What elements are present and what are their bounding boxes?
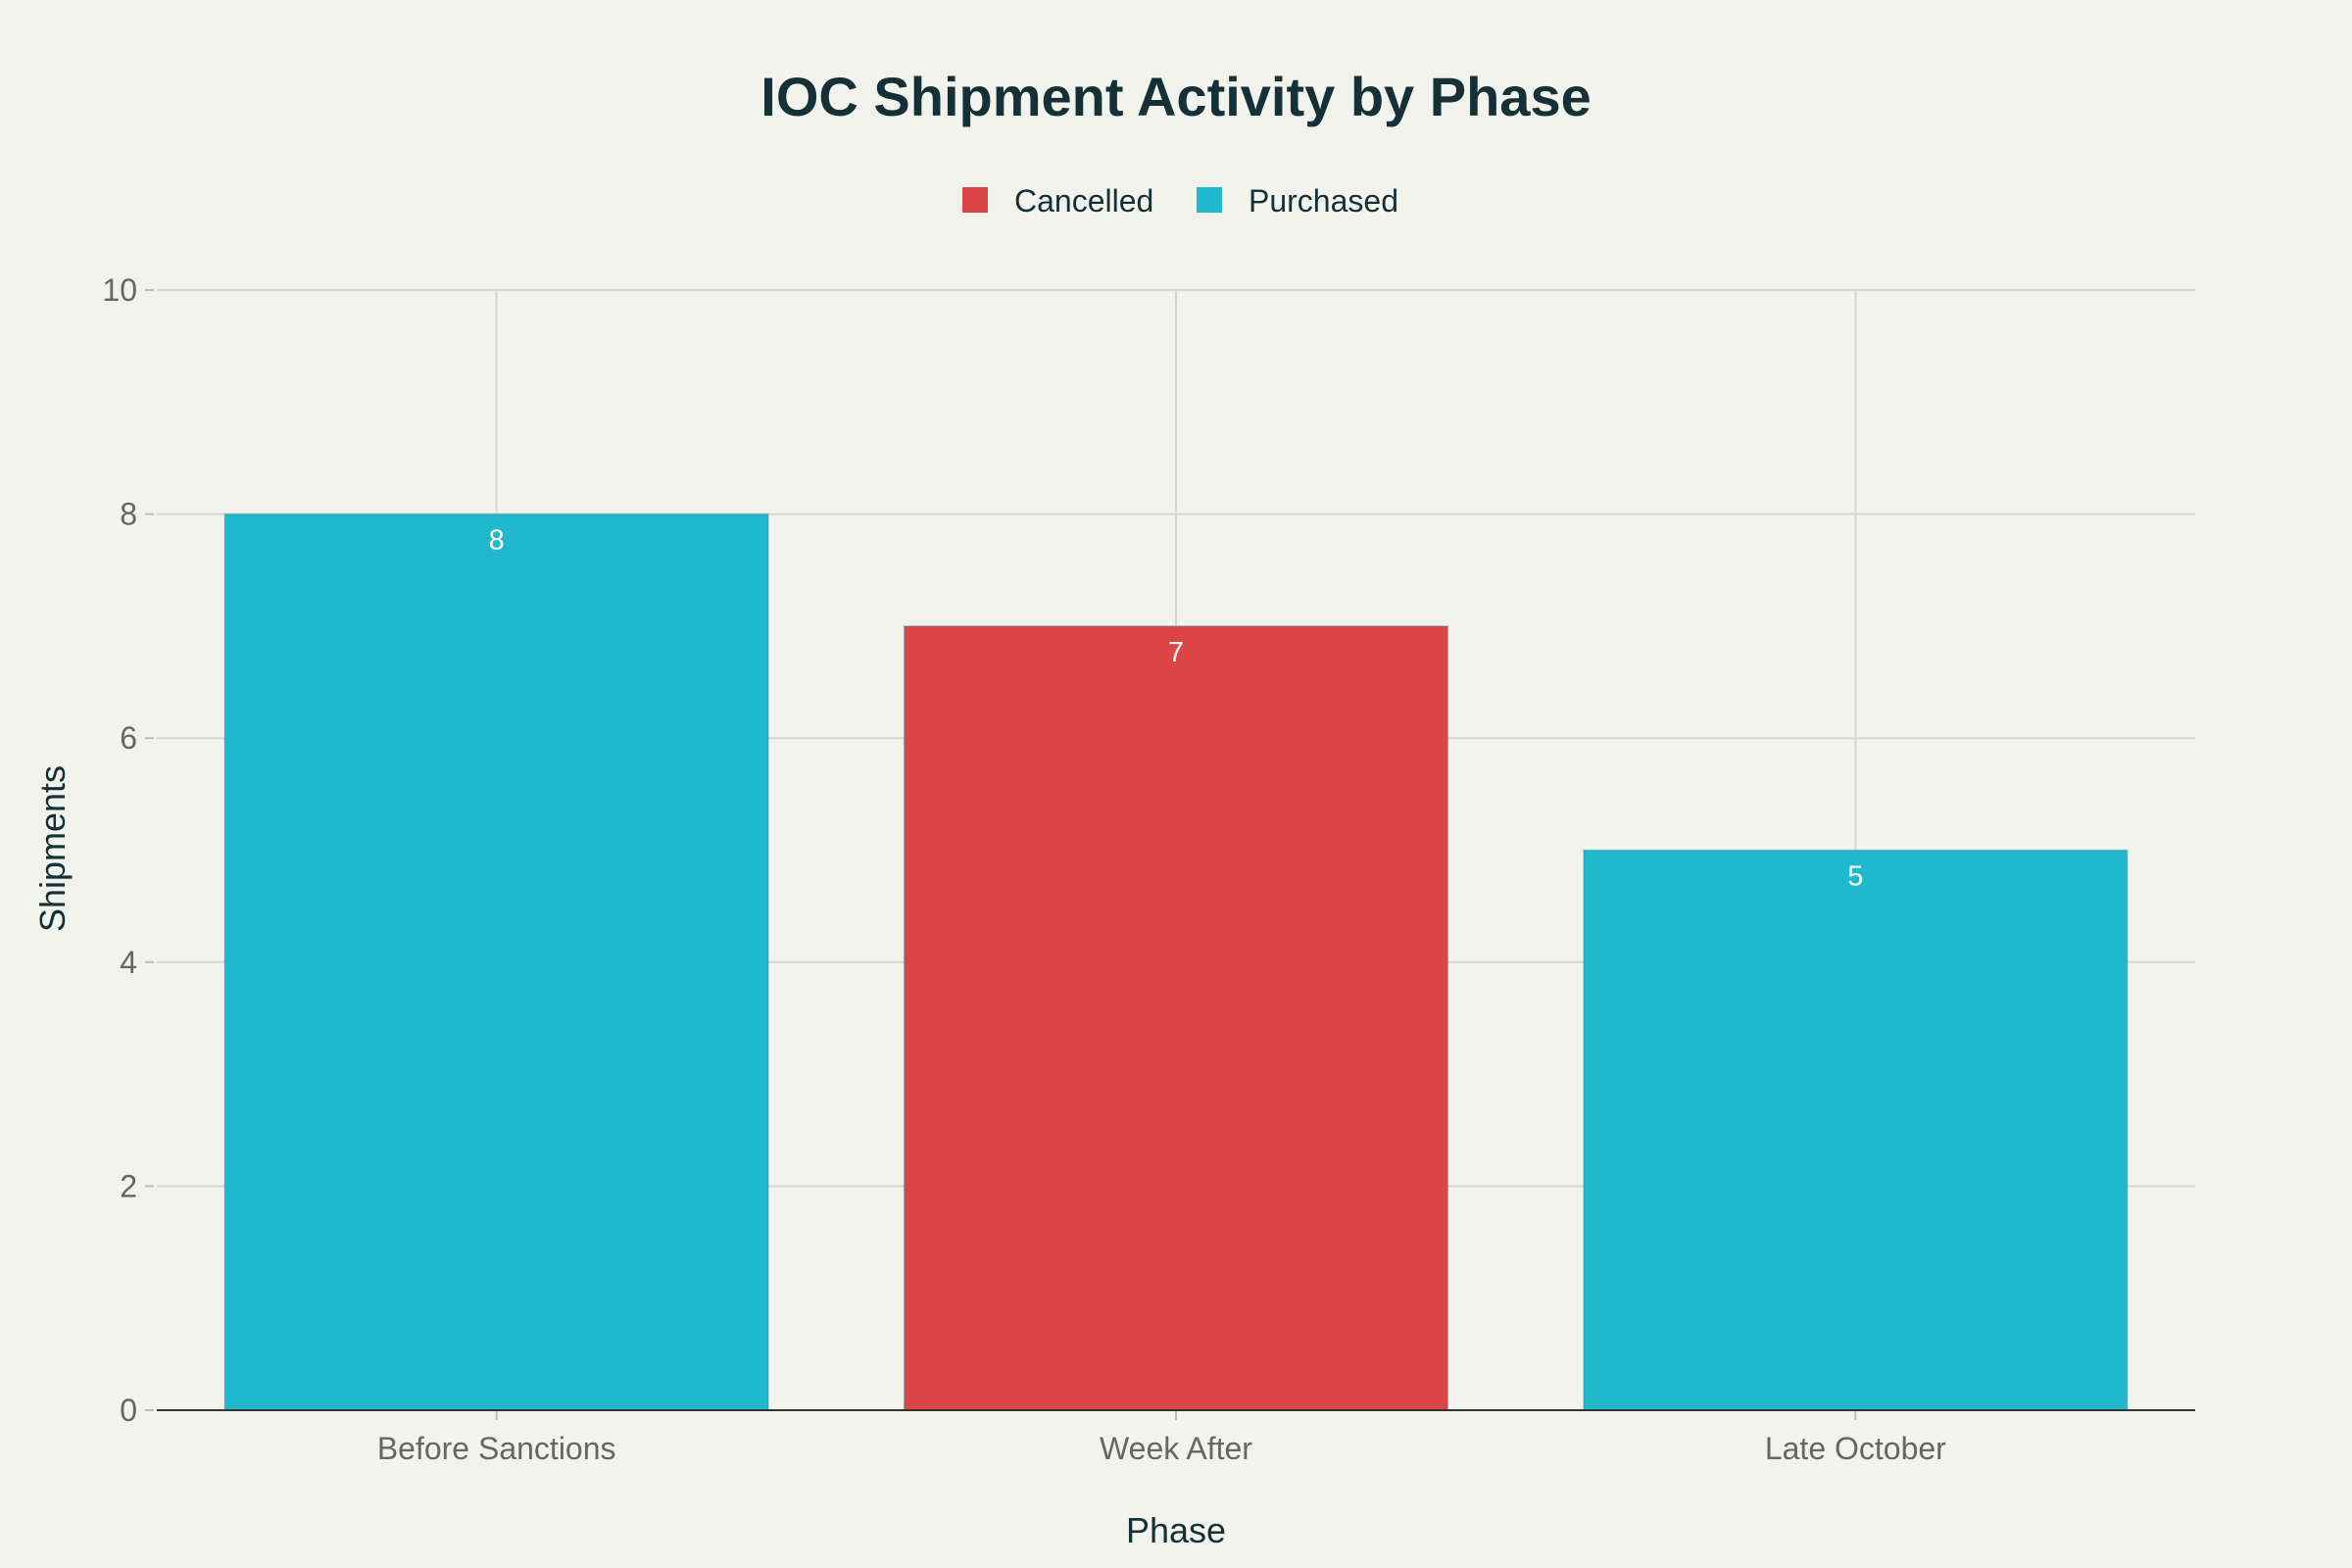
legend-label-cancelled[interactable]: Cancelled — [1014, 183, 1153, 219]
y-tick-label: 0 — [120, 1393, 137, 1428]
bar-week-after — [903, 625, 1449, 1411]
y-tick-label: 4 — [120, 945, 137, 980]
bar-late-october — [1583, 849, 2129, 1411]
y-axis-title: Shipments — [32, 765, 73, 932]
bar-value-label: 8 — [489, 525, 505, 557]
legend-label-purchased[interactable]: Purchased — [1249, 183, 1398, 219]
legend-swatch-cancelled — [962, 187, 988, 213]
bars-layer: 8 7 5 — [223, 513, 2129, 1411]
bar-before-sanctions — [223, 513, 769, 1411]
bar-value-label: 7 — [1168, 637, 1184, 668]
y-tick-label: 10 — [102, 272, 137, 308]
x-tick-label: Late October — [1765, 1431, 1946, 1466]
x-axis-title: Phase — [1126, 1510, 1226, 1550]
y-tick-label: 8 — [120, 497, 137, 532]
y-tick-label: 6 — [120, 720, 137, 756]
y-tick-label: 2 — [120, 1168, 137, 1203]
x-tick-label: Week After — [1100, 1431, 1252, 1466]
legend[interactable]: Cancelled Purchased — [962, 183, 1398, 219]
chart-title: IOC Shipment Activity by Phase — [760, 66, 1591, 127]
legend-swatch-purchased — [1197, 187, 1222, 213]
x-tick-label: Before Sanctions — [377, 1431, 616, 1466]
axes-layer: 0 2 4 6 8 10 Before Sanctions Week After Late Oc… — [102, 272, 2195, 1466]
bar-value-label: 5 — [1847, 861, 1863, 893]
